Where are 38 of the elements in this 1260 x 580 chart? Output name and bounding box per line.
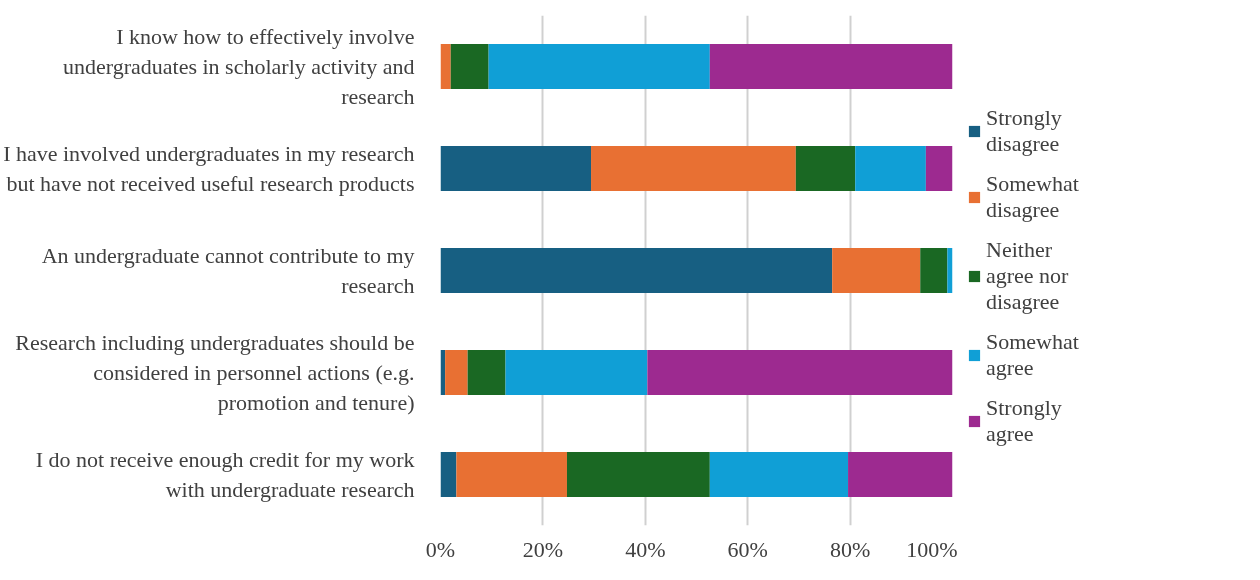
bar	[947, 248, 953, 293]
bar	[505, 350, 648, 395]
legend-label: Somewhat agree	[986, 328, 1079, 381]
bar	[445, 350, 468, 395]
bar	[566, 452, 710, 497]
bar	[925, 146, 953, 191]
x-tick-label: 100%	[906, 536, 958, 562]
y-tick-label: I have involved undergraduates in my research but have not received useful research products	[3, 141, 415, 196]
bar	[440, 452, 457, 497]
bar	[848, 452, 953, 497]
x-tick-label: 0%	[425, 536, 456, 562]
legend-label: Strongly agree	[986, 394, 1062, 447]
x-tick-label: 60%	[727, 536, 768, 562]
legend-label: Strongly disagree	[986, 104, 1062, 157]
y-tick-label: An undergraduate cannot contribute to my research	[41, 243, 415, 298]
legend-label: Neither agree nor disagree	[986, 236, 1069, 315]
bar	[855, 146, 926, 191]
bar	[450, 44, 489, 89]
bar	[709, 44, 953, 89]
x-tick-label: 80%	[829, 536, 871, 562]
bar	[920, 248, 948, 293]
bar	[456, 452, 567, 497]
bar	[440, 44, 451, 89]
bar	[832, 248, 921, 293]
bar	[488, 44, 710, 89]
bar	[591, 146, 796, 191]
legend-label: Somewhat disagree	[986, 170, 1079, 223]
bar	[795, 146, 856, 191]
x-tick-label: 40%	[625, 536, 666, 562]
bar	[440, 248, 833, 293]
y-tick-label: Research including undergraduates should be considered in personnel actions (e.g. promotion and tenure)	[15, 330, 415, 415]
y-tick-label: I do not receive enough credit for my work with undergraduate research	[35, 447, 415, 502]
bar	[709, 452, 849, 497]
bar	[440, 146, 592, 191]
y-tick-label: I know how to effectively involve undergraduates in scholarly activity and research	[63, 24, 415, 109]
bar	[647, 350, 953, 395]
bar	[467, 350, 506, 395]
x-tick-label: 20%	[522, 536, 564, 562]
